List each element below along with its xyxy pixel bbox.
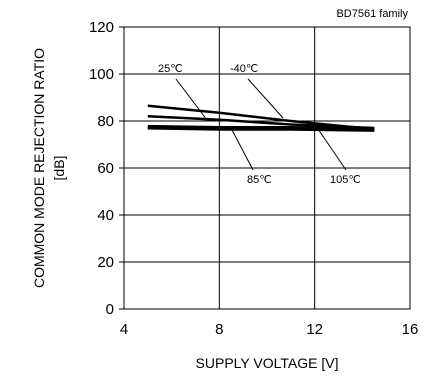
y-tick-label: 60 — [97, 160, 114, 177]
annotation-label: 105℃ — [330, 174, 361, 186]
x-tick-label: 8 — [215, 321, 223, 338]
y-tick-label: 20 — [97, 254, 114, 271]
annotation-leader — [317, 128, 347, 171]
annotation-label: 25℃ — [158, 63, 183, 75]
annotation-label: -40℃ — [230, 63, 258, 75]
annotation-leader — [230, 127, 254, 171]
x-tick-label: 16 — [402, 321, 419, 338]
x-axis-title: SUPPLY VOLTAGE [V] — [196, 355, 339, 371]
y-axis-title-line1: COMMON MODE REJECTION RATIO — [31, 48, 47, 288]
ticks: 4 8 12 16 0 20 40 60 80 100 120 — [89, 19, 418, 338]
y-axis-title-line2: [dB] — [51, 156, 67, 181]
x-tick-label: 12 — [306, 321, 323, 338]
grid — [124, 27, 410, 309]
y-tick-label: 0 — [106, 301, 114, 318]
annotation-leader — [175, 78, 208, 121]
y-tick-label: 40 — [97, 207, 114, 224]
annotation-label: 85℃ — [247, 174, 272, 186]
annotation-leader — [247, 78, 284, 119]
chart-note: BD7561 family — [336, 8, 408, 20]
series-line — [147, 126, 375, 132]
x-tick-label: 4 — [120, 321, 128, 338]
y-tick-label: 80 — [97, 113, 114, 130]
series-line — [147, 115, 375, 130]
y-tick-label: 120 — [89, 19, 114, 36]
y-tick-label: 100 — [89, 66, 114, 83]
series-group — [147, 104, 375, 132]
annotations: 25℃ -40℃ 85℃ 105℃ — [158, 63, 361, 186]
